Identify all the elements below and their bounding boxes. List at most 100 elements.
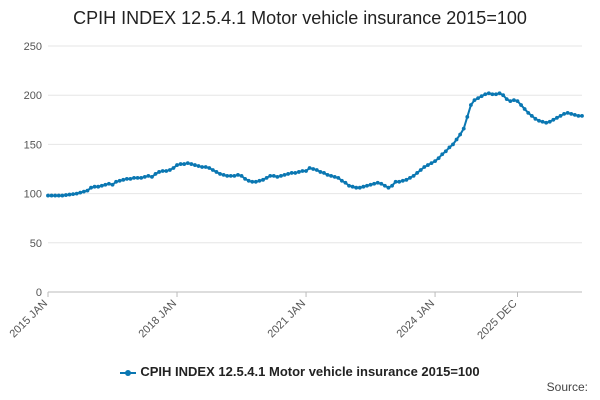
- data-point: [375, 180, 380, 185]
- data-point: [311, 167, 316, 171]
- data-point: [537, 118, 541, 123]
- data-point: [279, 173, 283, 178]
- data-point: [160, 169, 165, 173]
- data-point: [175, 163, 179, 167]
- data-point: [228, 173, 233, 178]
- data-point: [343, 180, 348, 185]
- data-point: [128, 176, 133, 181]
- data-point: [193, 163, 197, 167]
- data-point: [196, 164, 201, 168]
- data-point: [92, 184, 97, 189]
- data-point: [501, 93, 506, 98]
- data-point: [300, 169, 305, 173]
- data-point: [461, 126, 466, 131]
- data-point: [386, 185, 391, 190]
- data-point: [178, 162, 183, 166]
- data-point: [293, 171, 298, 175]
- data-point: [185, 161, 190, 165]
- data-point: [210, 168, 215, 172]
- data-point: [325, 173, 330, 177]
- y-tick-label: 150: [24, 139, 42, 151]
- data-point: [483, 92, 488, 97]
- data-point: [555, 115, 559, 120]
- data-point: [307, 166, 312, 170]
- data-point: [390, 183, 394, 188]
- legend[interactable]: CPIH INDEX 12.5.4.1 Motor vehicle insura…: [0, 364, 600, 379]
- data-point: [404, 177, 409, 182]
- data-point: [286, 172, 291, 176]
- data-point: [365, 183, 369, 188]
- data-point: [447, 145, 452, 150]
- data-point: [64, 193, 68, 197]
- data-point: [268, 173, 273, 178]
- data-point: [569, 111, 574, 116]
- data-point: [433, 159, 437, 164]
- data-point: [81, 189, 86, 194]
- data-point: [157, 170, 162, 174]
- data-point: [361, 184, 366, 189]
- data-point: [558, 113, 563, 118]
- y-tick-label: 200: [24, 90, 42, 102]
- x-tick-label: 2025 DEC: [475, 298, 519, 342]
- data-point: [436, 156, 441, 161]
- data-point: [572, 112, 577, 117]
- data-point: [243, 176, 248, 181]
- y-tick-label: 250: [24, 41, 42, 53]
- legend-label: CPIH INDEX 12.5.4.1 Motor vehicle insura…: [140, 364, 480, 379]
- data-point: [347, 183, 351, 188]
- data-point: [200, 165, 205, 169]
- data-point: [85, 188, 90, 193]
- data-point: [114, 179, 118, 184]
- data-point: [261, 177, 265, 182]
- data-point: [494, 92, 498, 97]
- data-point: [289, 171, 294, 175]
- data-point: [479, 94, 484, 99]
- data-point: [540, 119, 545, 124]
- data-point: [74, 191, 79, 196]
- data-point: [182, 162, 187, 166]
- data-point: [472, 98, 477, 103]
- data-point: [465, 114, 470, 119]
- source-label: Source:: [546, 380, 588, 394]
- data-point: [547, 119, 552, 124]
- data-point: [529, 113, 534, 118]
- data-point: [282, 173, 287, 177]
- data-point: [576, 113, 581, 118]
- y-tick-label: 50: [30, 238, 42, 250]
- data-point: [425, 163, 430, 167]
- data-point: [519, 103, 523, 107]
- data-point: [150, 174, 154, 179]
- data-point: [203, 165, 208, 169]
- data-point: [225, 173, 230, 178]
- data-point: [350, 184, 355, 189]
- data-point: [314, 168, 319, 172]
- data-point: [565, 111, 570, 115]
- data-point: [60, 193, 65, 198]
- x-tick-label: 2015 JAN: [7, 298, 50, 341]
- data-point: [322, 171, 326, 175]
- data-point: [415, 171, 420, 175]
- data-point: [189, 162, 194, 166]
- data-point: [332, 174, 337, 179]
- data-point: [551, 117, 556, 122]
- y-tick-label: 100: [24, 189, 42, 201]
- data-point: [103, 182, 108, 187]
- data-point: [67, 192, 72, 197]
- data-point: [124, 176, 129, 181]
- data-point: [96, 184, 101, 189]
- data-point: [304, 169, 308, 173]
- chart-title: CPIH INDEX 12.5.4.1 Motor vehicle insura…: [73, 8, 527, 28]
- data-point: [239, 173, 244, 178]
- data-point: [336, 175, 341, 180]
- x-tick-label: 2018 JAN: [136, 298, 179, 341]
- data-point: [250, 179, 255, 184]
- data-point: [443, 149, 448, 154]
- data-point: [354, 185, 359, 190]
- data-point: [490, 92, 495, 97]
- data-point: [71, 192, 75, 196]
- data-point: [454, 137, 459, 142]
- data-point: [515, 99, 520, 104]
- data-point: [440, 152, 445, 157]
- data-point: [132, 175, 136, 180]
